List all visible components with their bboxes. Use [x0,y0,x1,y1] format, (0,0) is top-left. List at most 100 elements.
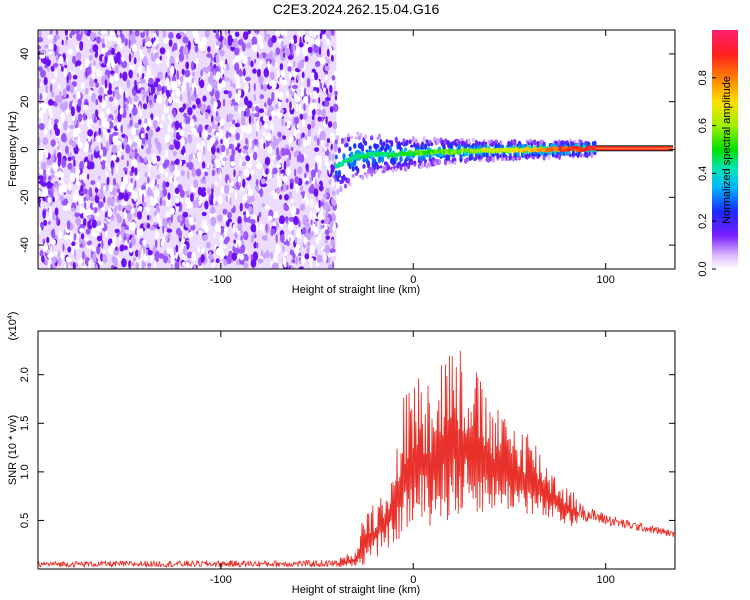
signal-speck [411,135,415,143]
noise-speck [90,180,96,186]
noise-speck [222,208,228,215]
noise-speck [190,224,196,231]
noise-speck [73,233,77,241]
noise-speck [38,45,41,50]
noise-speck [171,80,177,91]
noise-speck [57,95,63,104]
noise-speck [251,116,255,125]
noise-speck [280,169,286,175]
noise-speck [229,99,232,105]
noise-speck [243,262,249,269]
noise-speck [240,116,245,126]
noise-speck [107,36,113,42]
signal-speck [491,157,495,163]
noise-speck [123,91,126,102]
noise-speck [146,71,151,77]
noise-speck [38,37,44,43]
noise-speck [213,232,216,239]
noise-speck [138,83,142,89]
noise-speck [95,264,99,269]
noise-speck [250,112,255,118]
noise-speck [245,210,250,218]
signal-speck [353,143,357,149]
noise-speck [129,64,136,71]
noise-speck [195,98,201,105]
noise-speck [67,156,72,162]
signal-speck [339,187,343,192]
noise-speck [50,139,56,147]
noise-speck [275,30,281,38]
noise-speck [258,108,265,113]
noise-speck [85,88,89,95]
noise-speck [111,256,117,261]
noise-speck [86,66,92,76]
noise-speck [76,51,82,62]
noise-speck [83,210,87,220]
signal-speck [359,132,363,138]
noise-speck [210,81,216,87]
noise-speck [107,128,111,133]
noise-speck [194,44,199,53]
noise-speck [106,108,111,114]
noise-speck [285,167,291,177]
noise-speck [303,141,306,147]
noise-speck [40,200,43,210]
noise-speck [197,151,201,159]
noise-speck [210,216,217,227]
noise-speck [238,180,242,187]
noise-speck [214,116,221,122]
noise-speck [249,138,252,143]
noise-speck [114,30,118,34]
noise-speck [129,242,132,249]
noise-speck [204,200,209,210]
noise-speck [74,173,81,180]
noise-speck [182,261,186,267]
noise-speck [251,106,255,112]
noise-speck [279,215,285,225]
noise-speck [40,81,43,87]
noise-speck [61,133,67,143]
noise-speck [141,248,144,257]
noise-speck [66,74,69,84]
noise-speck [84,58,90,68]
signal-speck [420,162,425,169]
noise-speck [187,199,191,205]
noise-speck [152,178,155,186]
noise-speck [61,39,64,46]
noise-speck [139,52,145,60]
noise-speck [237,223,243,232]
noise-speck [207,187,211,195]
signal-speck [422,155,426,161]
noise-speck [258,60,262,69]
signal-speck [410,144,414,148]
noise-speck [188,203,194,208]
noise-speck [200,69,203,77]
noise-speck [219,49,225,57]
noise-speck [196,197,199,206]
noise-speck [49,83,53,93]
noise-speck [98,175,101,180]
signal-speck [337,147,341,154]
signal-speck [471,138,475,142]
signal-speck [442,154,446,158]
noise-speck [191,167,197,178]
y-tick-label: 20 [19,96,31,108]
noise-speck [321,108,327,118]
noise-speck [304,55,309,62]
noise-speck [107,196,112,206]
noise-speck [271,262,278,269]
noise-speck [238,69,243,77]
noise-speck [50,30,53,35]
noise-speck [295,229,302,239]
signal-speck [494,139,498,144]
noise-speck [38,150,44,160]
noise-speck [180,220,183,227]
noise-speck [234,122,240,128]
noise-speck [173,108,176,118]
noise-speck [138,187,142,197]
noise-speck [52,184,55,195]
noise-speck [79,243,84,248]
noise-speck [108,121,114,129]
noise-speck [235,181,239,188]
noise-speck [44,244,49,250]
